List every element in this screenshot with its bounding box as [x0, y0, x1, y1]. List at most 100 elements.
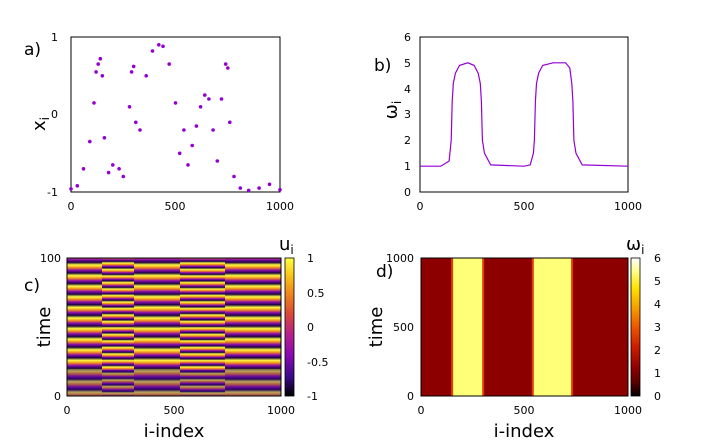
panel-a-point	[75, 184, 80, 188]
panel-a-point	[203, 93, 207, 97]
panel-a-ytick: -1	[47, 186, 58, 199]
panel-c-label: c)	[24, 276, 40, 296]
panel-c-ylabel: time	[34, 307, 55, 348]
panel-d-colorbar	[630, 257, 641, 397]
panel-c-xlabel: i-index	[144, 421, 205, 441]
panel-c-heatmap-fast-band	[180, 258, 225, 396]
panel-a-label: a)	[24, 40, 41, 60]
panel-c-ytick: 100	[40, 252, 61, 265]
panel-b: b) 0 1 2 3 4 5 6 0 500 1000 ωi	[374, 31, 642, 213]
panel-a-point	[129, 70, 134, 74]
panel-a-ytick: 1	[51, 31, 58, 44]
panel-b-ytick: 5	[404, 57, 411, 70]
panel-d-ytick: 500	[393, 321, 414, 334]
panel-d-xtick: 500	[514, 404, 535, 417]
panel-a-point	[228, 120, 232, 125]
panel-a-point	[190, 143, 194, 148]
panel-a-point	[94, 70, 98, 74]
panel-d: d) 1000 500 0 0 500 1000 i-index time ωi…	[366, 234, 661, 441]
panel-a-ylabel-main: x	[29, 120, 50, 131]
panel-a-point	[127, 105, 132, 109]
panel-a-point	[106, 170, 111, 175]
panel-d-heatmap	[421, 258, 628, 396]
panel-a-point	[177, 151, 182, 156]
panel-a-marks	[69, 43, 282, 193]
panel-c-ytick: 0	[54, 390, 61, 403]
panel-d-colorbar-tick: 1	[654, 367, 661, 380]
panel-a-point	[157, 43, 161, 47]
panel-c: c) 100 0 0 500 1000 i-index time ui 1 0.…	[24, 234, 328, 441]
panel-d-heatmap-high-band	[453, 258, 483, 396]
panel-a-point	[278, 187, 282, 192]
panel-a-point	[138, 128, 142, 132]
panel-c-xtick: 0	[64, 404, 71, 417]
panel-c-colorbar-tick: 0	[307, 321, 314, 334]
panel-b-xtick: 1000	[614, 200, 642, 213]
panel-a-ylabel-sub: i	[38, 117, 52, 120]
panel-b-xtick: 500	[514, 200, 535, 213]
panel-a-point	[88, 139, 92, 144]
panel-c-xticks: 0 500 1000	[64, 404, 296, 417]
panel-a-point	[134, 120, 138, 125]
panel-a-xtick: 500	[165, 200, 186, 213]
panel-a-point	[92, 101, 96, 105]
panel-d-heatmap-high-band	[533, 258, 572, 396]
panel-a-yticks: 1 0 -1	[47, 31, 58, 199]
panel-b-series-line	[420, 62, 629, 167]
panel-b-ylabel: ωi	[381, 101, 404, 119]
panel-a-point	[100, 74, 105, 78]
panel-d-label: d)	[376, 262, 393, 282]
panel-d-colorbar-tick: 5	[654, 275, 661, 288]
panel-a-point	[211, 128, 215, 132]
panel-a-point	[131, 64, 136, 69]
panel-a-point	[121, 174, 126, 179]
panel-a-point	[238, 186, 243, 190]
panel-a-point	[232, 174, 236, 179]
panel-d-ytick: 0	[407, 390, 414, 403]
panel-c-xtick: 1000	[267, 404, 295, 417]
panel-a-point	[161, 44, 165, 49]
panel-b-label: b)	[374, 56, 391, 76]
panel-d-yticks: 1000 500 0	[386, 252, 414, 403]
panel-a-xtick: 0	[68, 200, 75, 213]
panel-d-colorbar-tick: 6	[654, 252, 661, 265]
panel-a-point	[117, 167, 121, 171]
panel-a-point	[69, 187, 73, 191]
panel-c-xtick: 500	[164, 404, 185, 417]
panel-c-yticks: 100 0	[40, 252, 61, 403]
panel-a-point	[257, 186, 261, 190]
panel-d-colorbar-tick: 2	[654, 344, 661, 357]
panel-c-heatmap	[67, 258, 281, 396]
panel-a-point	[246, 188, 251, 193]
panel-d-xlabel: i-index	[494, 421, 555, 441]
panel-c-heatmap-fast-band	[102, 258, 134, 396]
panel-d-ytick: 1000	[386, 252, 414, 265]
panel-a-point	[111, 163, 115, 167]
panel-a-point	[215, 159, 220, 163]
panel-a-point	[267, 182, 272, 187]
panel-b-ytick: 1	[404, 160, 411, 173]
panel-b-xtick: 0	[417, 200, 424, 213]
panel-c-colorbar-title: ui	[279, 234, 294, 257]
panel-c-heatmap-transient	[67, 370, 281, 396]
panel-b-ytick: 4	[404, 83, 411, 96]
panel-a-frame	[70, 36, 281, 193]
panel-d-ylabel: time	[366, 307, 387, 348]
panel-d-colorbar-tick: 4	[654, 298, 661, 311]
panel-a-xticks: 0 500 1000	[68, 200, 295, 213]
panel-b-ytick: 0	[404, 186, 411, 199]
panel-d-colorbar-title-sub: i	[641, 243, 644, 257]
panel-d-xtick: 0	[418, 404, 425, 417]
panel-a-point	[144, 74, 148, 78]
panel-d-frame	[420, 257, 629, 397]
panel-b-ytick: 6	[404, 31, 411, 44]
panel-a-ytick: 0	[51, 108, 58, 121]
panel-a-point	[223, 62, 228, 66]
panel-b-xticks: 0 500 1000	[417, 200, 643, 213]
panel-a-point	[226, 66, 230, 70]
panel-a-point	[194, 124, 199, 128]
panel-c-colorbar-tick: -0.5	[307, 356, 328, 369]
panel-a-point	[186, 163, 190, 167]
panel-b-ytick: 2	[404, 134, 411, 147]
